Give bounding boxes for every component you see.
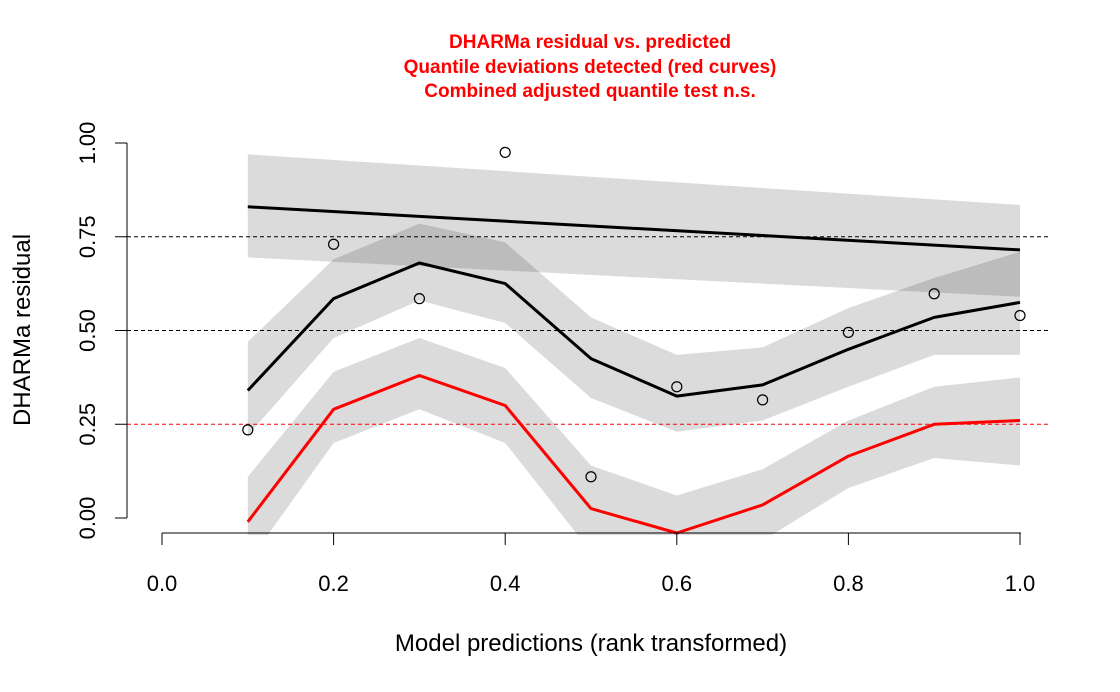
title-line-3: Combined adjusted quantile test n.s.: [424, 81, 755, 102]
title-line-2: Quantile deviations detected (red curves…: [404, 57, 777, 78]
y-tick-label: 1.00: [75, 122, 100, 165]
confidence-bands: [247, 154, 1021, 535]
confidence-band-q0.75: [247, 154, 1021, 297]
plot-title: DHARMa residual vs. predicted Quantile d…: [404, 32, 777, 102]
quantile-line-q0.75: [247, 205, 1021, 252]
title-line-1: DHARMa residual vs. predicted: [449, 32, 731, 53]
residual-point: [499, 146, 511, 158]
residual-point: [928, 288, 940, 300]
x-axis-label: Model predictions (rank transformed): [395, 630, 787, 657]
y-axis-label: DHARMa residual: [9, 234, 36, 426]
y-ticks: 0.00 0.25 0.50 0.75 1.00: [75, 122, 127, 540]
quantile-line-q0.25: [246, 374, 1021, 535]
x-tick-label: 0.6: [662, 571, 693, 596]
x-tick-label: 0.2: [318, 571, 349, 596]
confidence-band-q0.25: [247, 338, 1020, 535]
y-tick-label: 0.00: [75, 497, 100, 540]
residual-points: [242, 146, 1026, 483]
x-tick-label: 1.0: [1005, 571, 1036, 596]
y-tick-label: 0.50: [75, 309, 100, 352]
confidence-band-q0.5: [247, 223, 1021, 436]
quantile-line-q0.5: [246, 261, 1021, 398]
y-tick-label: 0.25: [75, 403, 100, 446]
x-tick-label: 0.8: [833, 571, 864, 596]
residual-point: [328, 238, 340, 250]
quantile-lines: [246, 205, 1021, 535]
residual-point: [756, 394, 769, 406]
x-tick-label: 0.0: [147, 571, 178, 596]
residual-point: [842, 326, 855, 338]
y-tick-label: 0.75: [75, 215, 100, 258]
residual-point: [242, 424, 254, 436]
x-ticks: 0.0 0.2 0.4 0.6 0.8 1.0: [147, 533, 1036, 596]
residual-point: [585, 471, 597, 483]
residual-point: [1014, 309, 1026, 322]
residual-point: [413, 293, 425, 305]
x-tick-label: 0.4: [490, 571, 521, 596]
residual-point: [671, 381, 683, 393]
